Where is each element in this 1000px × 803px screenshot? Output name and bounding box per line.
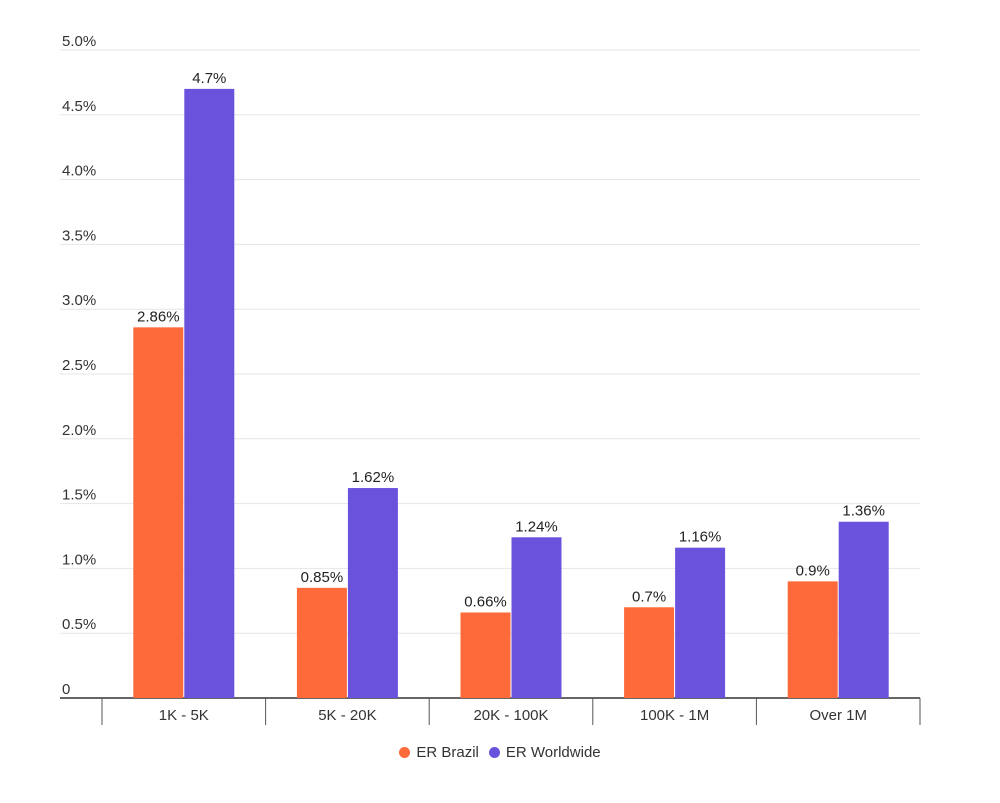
bar-er-worldwide: [184, 88, 235, 698]
data-label: 0.85%: [301, 569, 344, 586]
legend-swatch-er-brazil: [399, 747, 411, 758]
y-tick-label: 3.5%: [62, 227, 96, 244]
x-category-label: Over 1M: [809, 707, 867, 724]
x-category-label: 100K - 1M: [640, 707, 709, 724]
y-tick-label: 3.0%: [62, 292, 96, 309]
legend-label-er-brazil: ER Brazil: [416, 744, 479, 761]
data-label: 0.66%: [464, 593, 507, 610]
bar-er-worldwide: [838, 521, 889, 698]
bar-er-worldwide: [511, 537, 562, 698]
bar-chart: 0 0.5% 1.0% 1.5% 2.0% 2.5% 3.0% 3.5% 4.0% 4.5% 5.0…: [60, 33, 921, 725]
data-label: 0.9%: [796, 562, 830, 579]
y-tick-label: 2.0%: [62, 422, 96, 439]
legend-item-er-worldwide: ER Worldwide: [488, 744, 601, 761]
data-label: 4.7%: [192, 70, 226, 87]
bar-er-worldwide: [675, 547, 726, 698]
legend: ER Brazil ER Worldwide: [0, 744, 1000, 761]
y-tick-label: 5.0%: [62, 33, 96, 50]
y-tick-label: 0.5%: [62, 616, 96, 633]
bar-er-brazil: [133, 327, 184, 698]
data-label: 1.24%: [515, 518, 558, 535]
bar-er-brazil: [296, 587, 347, 698]
y-tick-label: 4.5%: [62, 98, 96, 115]
legend-item-er-brazil: ER Brazil: [399, 744, 479, 761]
y-tick-label: 4.0%: [62, 163, 96, 180]
data-label: 1.62%: [352, 469, 395, 486]
bar-er-brazil: [624, 607, 675, 698]
data-label: 1.36%: [842, 503, 885, 520]
legend-label-er-worldwide: ER Worldwide: [505, 744, 601, 761]
data-label: 2.86%: [137, 308, 180, 325]
x-category-label: 5K - 20K: [318, 707, 376, 724]
x-category-label: 20K - 100K: [473, 707, 548, 724]
y-tick-label: 0: [62, 681, 70, 698]
legend-swatch-er-worldwide: [488, 747, 500, 758]
data-label: 0.7%: [632, 588, 666, 605]
bar-er-brazil: [787, 581, 838, 698]
data-label: 1.16%: [679, 529, 722, 546]
y-tick-label: 2.5%: [62, 357, 96, 374]
bar-er-brazil: [460, 612, 511, 698]
y-tick-label: 1.5%: [62, 487, 96, 504]
bar-er-worldwide: [347, 488, 398, 698]
y-tick-label: 1.0%: [62, 551, 96, 568]
x-category-label: 1K - 5K: [159, 707, 209, 724]
